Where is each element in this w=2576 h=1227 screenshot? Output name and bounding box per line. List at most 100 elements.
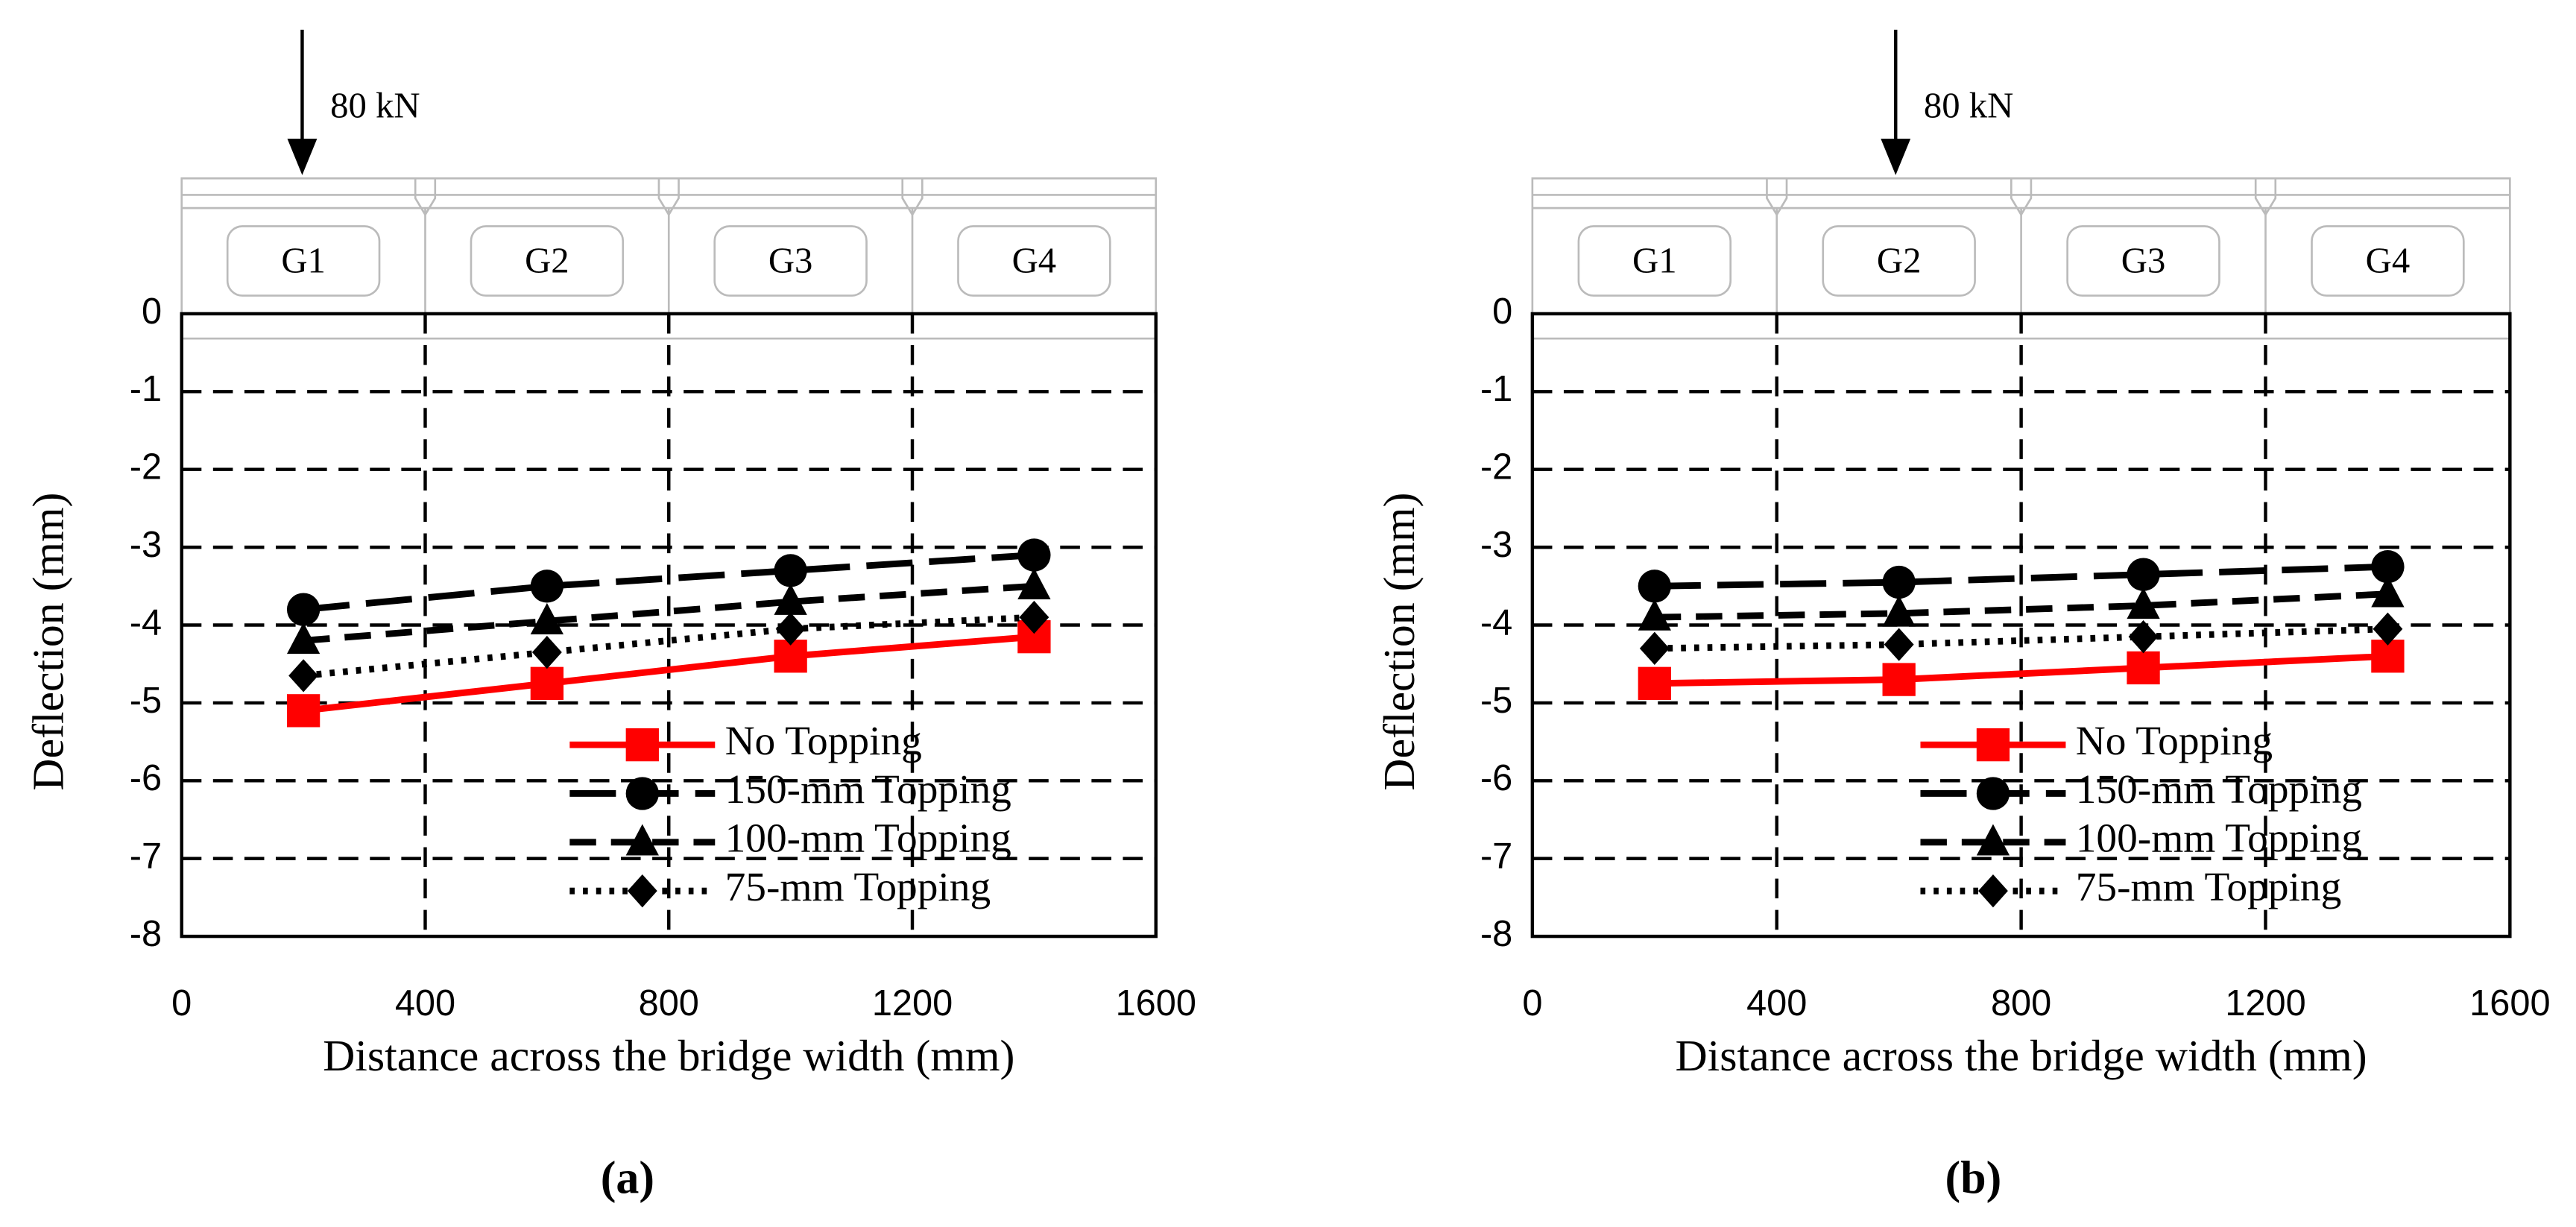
y-tick-label: -4	[1480, 602, 1512, 643]
legend-label: 100-mm Topping	[725, 816, 1011, 861]
x-tick-label: 800	[1991, 983, 2051, 1023]
marker	[2373, 612, 2403, 646]
y-tick-label: -8	[130, 914, 162, 954]
y-tick-label: -7	[1480, 836, 1512, 877]
series-line	[303, 614, 1035, 679]
marker	[2128, 620, 2159, 654]
marker	[625, 777, 659, 810]
girder	[713, 225, 868, 297]
marker	[1017, 567, 1051, 600]
y-tick-label: -1	[130, 369, 162, 409]
y-axis-title: Deflection (mm)	[24, 493, 73, 791]
key	[1766, 178, 1788, 217]
marker	[1638, 570, 1671, 603]
legend-label: 150-mm Topping	[725, 766, 1011, 812]
y-tick-label: -5	[1480, 681, 1512, 721]
y-tick-label: -3	[130, 525, 162, 565]
girder-label: G4	[1012, 241, 1057, 281]
marker	[1976, 728, 2010, 762]
y-tick-label: -7	[130, 836, 162, 877]
key	[2254, 178, 2277, 217]
y-tick-label: -4	[130, 602, 162, 643]
marker	[2371, 575, 2405, 608]
marker	[1882, 565, 1916, 599]
girder	[957, 225, 1111, 297]
girder	[2311, 225, 2465, 297]
marker	[1638, 666, 1671, 700]
girder	[2066, 225, 2220, 297]
girder	[1577, 225, 1732, 297]
y-tick-label: -2	[130, 447, 162, 488]
key	[901, 178, 924, 217]
y-tick-label: -6	[1480, 758, 1512, 798]
girder-label: G4	[2366, 241, 2411, 281]
key	[2010, 178, 2033, 217]
marker	[2127, 587, 2160, 619]
annotation: 80 kN	[1924, 85, 2013, 125]
marker	[625, 824, 659, 856]
x-axis-title: Distance across the bridge width (mm)	[323, 1031, 1014, 1080]
girder-label: G2	[525, 241, 569, 281]
x-tick-label: 800	[639, 983, 699, 1023]
y-axis-title: Deflection (mm)	[1374, 493, 1424, 791]
plot-frame	[180, 312, 1158, 939]
key	[657, 178, 680, 217]
key	[414, 178, 437, 217]
marker	[1976, 777, 2010, 810]
arrow-head	[1881, 139, 1911, 175]
deck	[1531, 177, 2511, 340]
marker	[1882, 663, 1916, 696]
y-tick-label: -8	[1480, 914, 1512, 954]
marker	[627, 874, 657, 908]
caption: (a)	[601, 1152, 654, 1203]
girder-label: G1	[281, 241, 326, 281]
girder-label: G3	[768, 241, 813, 281]
legend-label: 150-mm Topping	[2076, 766, 2362, 812]
legend-label: No Topping	[725, 718, 922, 763]
marker	[1884, 628, 1914, 661]
girder-label: G1	[1632, 241, 1677, 281]
marker	[1017, 538, 1051, 572]
y-tick-label: 0	[142, 291, 162, 332]
x-tick-label: 1200	[2225, 983, 2305, 1023]
x-axis-title: Distance across the bridge width (mm)	[1675, 1031, 2367, 1080]
y-tick-label: 0	[1492, 291, 1512, 332]
marker	[286, 694, 321, 728]
marker	[2127, 651, 2160, 685]
legend-label: 75-mm Topping	[2076, 864, 2342, 909]
marker	[2127, 558, 2160, 591]
legend-label: 100-mm Topping	[2076, 816, 2362, 861]
marker	[2371, 550, 2405, 584]
marker	[625, 728, 659, 762]
x-tick-label: 0	[1522, 983, 1542, 1023]
x-tick-label: 400	[1746, 983, 1807, 1023]
marker	[775, 612, 806, 646]
x-tick-label: 1600	[2469, 983, 2550, 1023]
girder-label: G2	[1877, 241, 1922, 281]
annotation: 80 kN	[330, 85, 420, 125]
girder	[226, 225, 381, 297]
series-line	[1654, 625, 2388, 652]
x-tick-label: 1600	[1116, 983, 1196, 1023]
caption: (b)	[1945, 1152, 2001, 1203]
marker	[531, 635, 562, 669]
y-tick-label: -5	[130, 681, 162, 721]
arrow-head	[287, 139, 318, 175]
marker	[1639, 631, 1670, 665]
marker	[774, 583, 807, 615]
legend-label: No Topping	[2076, 718, 2273, 763]
marker	[1976, 824, 2010, 856]
deck	[180, 177, 1158, 340]
plot-frame	[1530, 312, 2512, 939]
series-line	[303, 633, 1035, 714]
girder-label: G3	[2121, 241, 2166, 281]
marker	[530, 602, 564, 635]
marker	[774, 554, 807, 587]
marker	[530, 570, 564, 603]
legend-label: 75-mm Topping	[725, 864, 991, 909]
y-tick-label: -1	[1480, 369, 1512, 409]
series-line	[1654, 652, 2388, 687]
